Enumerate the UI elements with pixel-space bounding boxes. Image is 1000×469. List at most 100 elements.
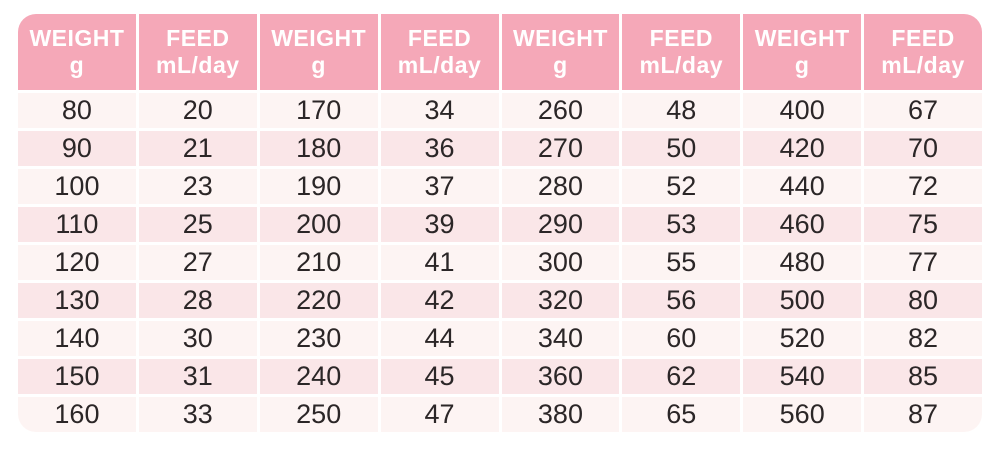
table-cell: 21 (138, 131, 257, 166)
table-cell: 110 (18, 207, 136, 242)
table-cell: 80 (18, 93, 136, 128)
table-cell: 39 (380, 207, 499, 242)
table-cell: 44 (380, 321, 499, 356)
column-unit: g (553, 52, 568, 78)
table-cell: 37 (380, 169, 499, 204)
column-header-weight-0: WEIGHT g (18, 14, 136, 90)
column-header-feed-5: FEED mL/day (622, 14, 741, 90)
table-cell: 56 (622, 283, 741, 318)
table-row: 150 31 240 45 360 62 540 85 (18, 359, 982, 394)
table-cell: 70 (864, 131, 982, 166)
table-cell: 270 (501, 131, 620, 166)
table-cell: 520 (743, 321, 862, 356)
column-header-weight-6: WEIGHT g (743, 14, 862, 90)
column-header-weight-4: WEIGHT g (501, 14, 620, 90)
column-unit: mL/day (881, 52, 965, 78)
table-body: 80 20 170 34 260 48 400 67 90 21 180 36 270 50 420 70 10… (18, 93, 982, 432)
table-cell: 190 (259, 169, 378, 204)
column-header-weight-2: WEIGHT g (259, 14, 378, 90)
header-row: WEIGHT g FEED mL/day WEIGHT g FEED mL/day WEIGHT… (18, 14, 982, 90)
table-cell: 90 (18, 131, 136, 166)
table-row: 130 28 220 42 320 56 500 80 (18, 283, 982, 318)
column-unit: mL/day (397, 52, 482, 78)
weight-feed-table: WEIGHT g FEED mL/day WEIGHT g FEED mL/day WEIGHT… (15, 11, 985, 435)
table-cell: 380 (501, 397, 620, 432)
table-cell: 34 (380, 93, 499, 128)
table-cell: 360 (501, 359, 620, 394)
table-cell: 160 (18, 397, 136, 432)
table-cell: 25 (138, 207, 257, 242)
table-cell: 240 (259, 359, 378, 394)
table-cell: 440 (743, 169, 862, 204)
table-cell: 20 (138, 93, 257, 128)
table-cell: 420 (743, 131, 862, 166)
table-cell: 67 (864, 93, 982, 128)
table-cell: 170 (259, 93, 378, 128)
table-cell: 75 (864, 207, 982, 242)
column-title: FEED (891, 24, 955, 51)
table-cell: 60 (622, 321, 741, 356)
table-cell: 36 (380, 131, 499, 166)
table-cell: 62 (622, 359, 741, 394)
table-row: 140 30 230 44 340 60 520 82 (18, 321, 982, 356)
table-cell: 230 (259, 321, 378, 356)
table-row: 100 23 190 37 280 52 440 72 (18, 169, 982, 204)
table-cell: 45 (380, 359, 499, 394)
table-cell: 41 (380, 245, 499, 280)
table-cell: 55 (622, 245, 741, 280)
column-unit: mL/day (639, 52, 724, 78)
column-header-feed-1: FEED mL/day (138, 14, 257, 90)
table-cell: 560 (743, 397, 862, 432)
table-cell: 300 (501, 245, 620, 280)
table-cell: 220 (259, 283, 378, 318)
table-cell: 72 (864, 169, 982, 204)
table-cell: 30 (138, 321, 257, 356)
table-cell: 80 (864, 283, 982, 318)
table-row: 110 25 200 39 290 53 460 75 (18, 207, 982, 242)
table-row: 90 21 180 36 270 50 420 70 (18, 131, 982, 166)
table-cell: 77 (864, 245, 982, 280)
column-unit: mL/day (156, 52, 240, 78)
table-cell: 130 (18, 283, 136, 318)
table-cell: 180 (259, 131, 378, 166)
table-cell: 52 (622, 169, 741, 204)
table-cell: 320 (501, 283, 620, 318)
table-cell: 31 (138, 359, 257, 394)
table-cell: 47 (380, 397, 499, 432)
table-cell: 540 (743, 359, 862, 394)
table-cell: 250 (259, 397, 378, 432)
column-title: WEIGHT (271, 24, 367, 51)
column-unit: g (69, 52, 85, 78)
column-unit: g (311, 52, 326, 78)
table-cell: 210 (259, 245, 378, 280)
table-cell: 42 (380, 283, 499, 318)
table-cell: 400 (743, 93, 862, 128)
table-row: 80 20 170 34 260 48 400 67 (18, 93, 982, 128)
column-title: FEED (407, 24, 472, 51)
column-header-feed-7: FEED mL/day (864, 14, 982, 90)
table-header: WEIGHT g FEED mL/day WEIGHT g FEED mL/day WEIGHT… (18, 14, 982, 90)
table-cell: 290 (501, 207, 620, 242)
table-cell: 85 (864, 359, 982, 394)
table-row: 160 33 250 47 380 65 560 87 (18, 397, 982, 432)
table-cell: 260 (501, 93, 620, 128)
table-cell: 200 (259, 207, 378, 242)
column-title: FEED (649, 24, 713, 51)
table-cell: 28 (138, 283, 257, 318)
column-title: WEIGHT (512, 24, 608, 51)
table-cell: 150 (18, 359, 136, 394)
table-cell: 280 (501, 169, 620, 204)
table-cell: 140 (18, 321, 136, 356)
table-cell: 82 (864, 321, 982, 356)
table-cell: 33 (138, 397, 257, 432)
table-cell: 100 (18, 169, 136, 204)
table-cell: 120 (18, 245, 136, 280)
table-cell: 500 (743, 283, 862, 318)
column-title: WEIGHT (29, 24, 125, 51)
table-cell: 65 (622, 397, 741, 432)
table-cell: 27 (138, 245, 257, 280)
table-cell: 48 (622, 93, 741, 128)
table-cell: 480 (743, 245, 862, 280)
table-row: 120 27 210 41 300 55 480 77 (18, 245, 982, 280)
table-cell: 340 (501, 321, 620, 356)
